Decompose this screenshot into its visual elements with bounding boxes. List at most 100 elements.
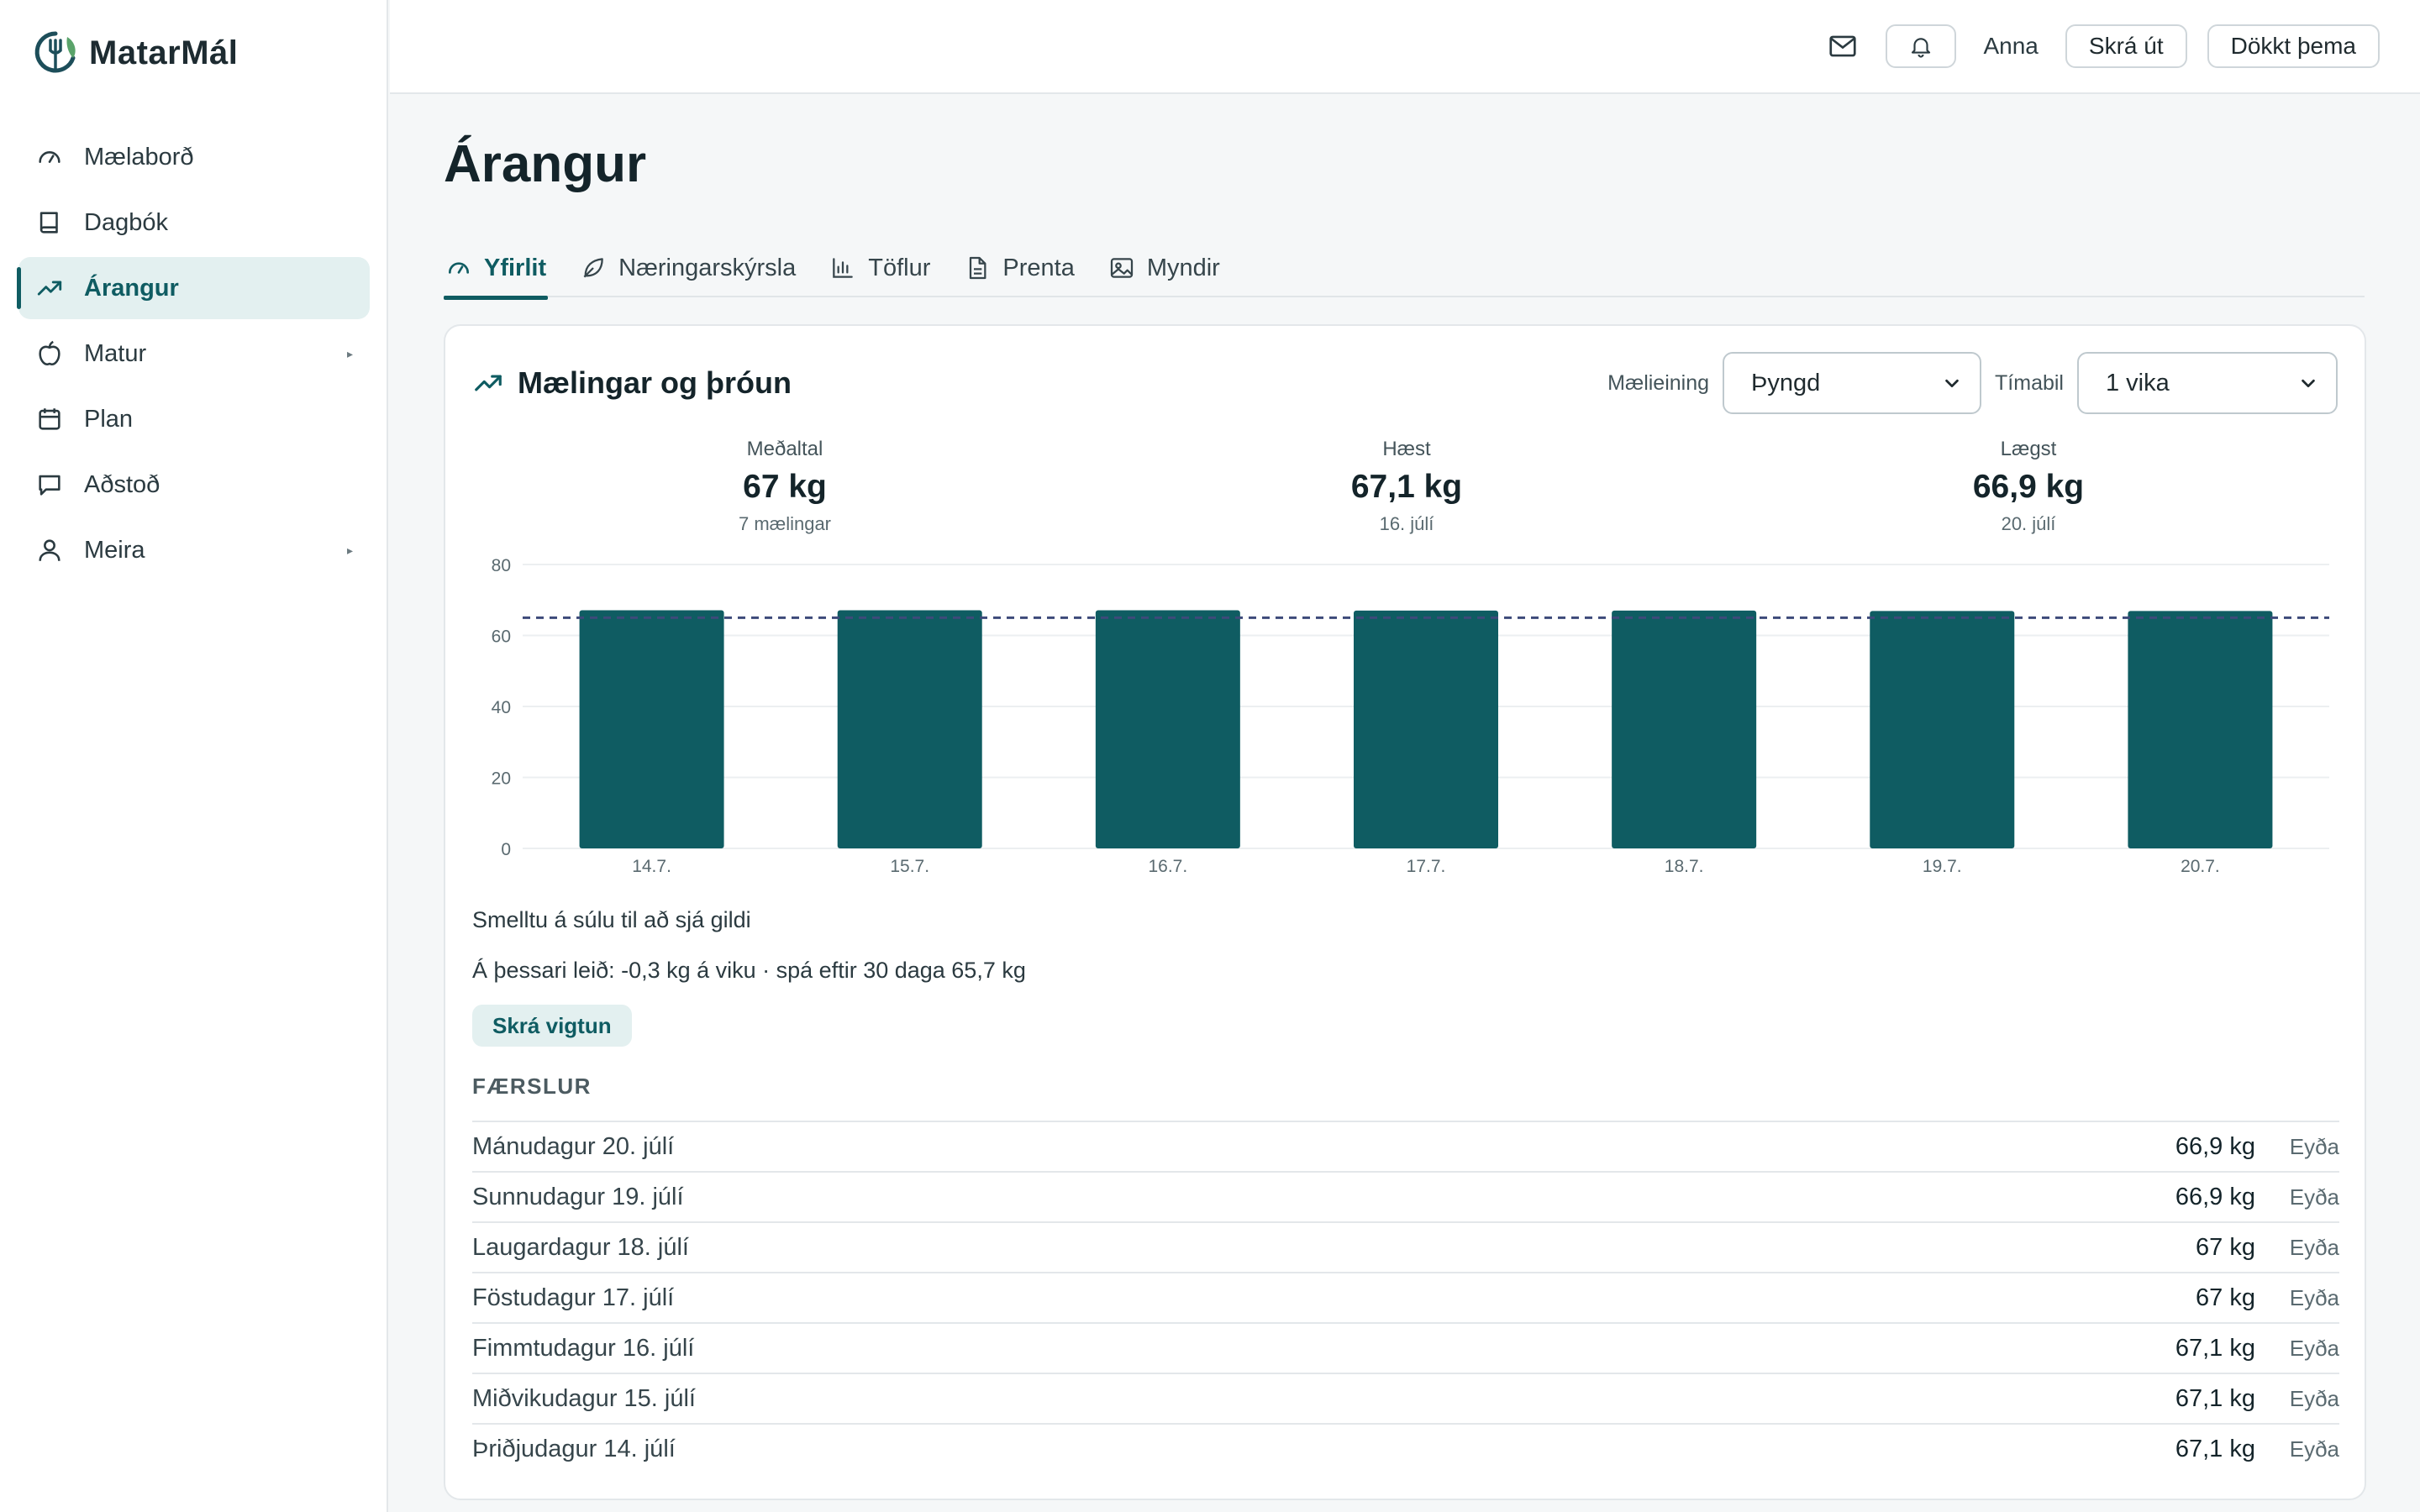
chart-bar (1870, 611, 2015, 848)
trend-icon (475, 375, 502, 391)
logout-button[interactable]: Skrá út (2065, 24, 2187, 68)
entry-value: 66,9 kg (2175, 1183, 2255, 1210)
entry-date: Sunnudagur 19. júlí (472, 1183, 684, 1210)
entry-date: Þriðjudagur 14. júlí (472, 1435, 676, 1462)
sidebar-item-maelabord[interactable]: Mælaborð (18, 126, 370, 188)
y-tick-label: 0 (501, 840, 511, 859)
tab-label: Töflur (868, 254, 931, 281)
x-tick-label: 14.7. (632, 857, 671, 876)
entry-row: Fimmtudagur 16. júlí 67,1 kg Eyða (472, 1322, 2339, 1373)
dark-theme-button[interactable]: Dökkt þema (2207, 24, 2380, 68)
stat-average: Meðaltal 67 kg 7 mælingar (617, 435, 953, 538)
period-select[interactable]: 1 vika (2077, 352, 2338, 414)
delete-entry-button[interactable]: Eyða (2289, 1436, 2339, 1462)
x-tick-label: 16.7. (1148, 857, 1187, 876)
stat-highest: Hæst 67,1 kg 16. júlí (1239, 435, 1575, 538)
image-icon (1110, 258, 1133, 278)
card-title: Mælingar og þróun (518, 365, 792, 400)
period-value: 1 vika (2106, 369, 2170, 396)
tab-prenta[interactable]: Prenta (962, 239, 1076, 297)
calendar-icon (39, 408, 60, 430)
entry-row: Föstudagur 17. júlí 67 kg Eyða (472, 1272, 2339, 1322)
chart-bar (1095, 610, 1240, 848)
tab-label: Yfirlit (484, 254, 547, 281)
sidebar-item-plan[interactable]: Plan (18, 388, 370, 450)
trend-icon (37, 281, 62, 296)
entry-value: 67,1 kg (2175, 1435, 2255, 1462)
tab-label: Myndir (1146, 254, 1220, 281)
delete-entry-button[interactable]: Eyða (2289, 1133, 2339, 1159)
notifications-button[interactable] (1886, 24, 1957, 68)
sidebar-item-meira[interactable]: Meira ▸ (18, 519, 370, 581)
sidebar-item-label: Matur (84, 339, 147, 367)
entry-date: Miðvikudagur 15. júlí (472, 1384, 696, 1412)
metric-select[interactable]: Þyngd (1723, 352, 1982, 414)
sidebar-item-label: Plan (84, 405, 134, 433)
tab-yfirlit[interactable]: Yfirlit (444, 239, 549, 300)
caret-right-icon: ▸ (346, 346, 353, 360)
weight-bar-chart: 0 20 40 60 80 14.7. 15.7. 16.7. 17.7. 18.7. 19.7. 2… (492, 556, 2329, 876)
book-icon (39, 212, 58, 234)
y-tick-label: 80 (492, 556, 511, 575)
entry-row: Miðvikudagur 15. júlí 67,1 kg Eyða (472, 1373, 2339, 1423)
tab-myndir[interactable]: Myndir (1107, 239, 1222, 297)
stat-label: Lægst (2000, 438, 2057, 460)
entries-heading: FÆRSLUR (472, 1074, 592, 1099)
topbar: Anna Skrá út Dökkt þema (390, 0, 2420, 94)
x-tick-label: 17.7. (1407, 857, 1446, 876)
delete-entry-button[interactable]: Eyða (2289, 1184, 2339, 1210)
delete-entry-button[interactable]: Eyða (2289, 1284, 2339, 1310)
user-name[interactable]: Anna (1983, 33, 2039, 59)
metric-value: Þyngd (1751, 369, 1821, 396)
tab-naeringarskyrsla[interactable]: Næringarskýrsla (578, 239, 797, 297)
entry-date: Mánudagur 20. júlí (472, 1132, 675, 1160)
chart-bar (2128, 611, 2273, 848)
page-title: Árangur (444, 135, 647, 193)
stat-sub: 16. júlí (1379, 513, 1434, 534)
sidebar-item-label: Meira (84, 536, 145, 564)
sidebar-item-dagbok[interactable]: Dagbók (18, 192, 370, 254)
user-icon (39, 539, 60, 561)
measurements-card: Mælingar og þróun Mælieining Þyngd Tímab… (444, 324, 2366, 1500)
sidebar-item-label: Aðstoð (84, 470, 160, 498)
entry-value: 67 kg (2196, 1233, 2255, 1261)
sidebar-item-label: Mælaborð (84, 143, 194, 171)
stat-label: Hæst (1382, 438, 1431, 460)
y-tick-label: 40 (492, 698, 511, 717)
logo-icon (34, 31, 76, 73)
log-weight-button[interactable]: Skrá vigtun (472, 1005, 632, 1047)
sidebar-item-matur[interactable]: Matur ▸ (18, 323, 370, 385)
chart-hint: Smelltu á súlu til að sjá gildi (472, 907, 751, 932)
metric-label: Mælieining (1607, 370, 1710, 395)
period-label: Tímabil (1995, 370, 2064, 395)
y-tick-label: 60 (492, 627, 511, 647)
entry-value: 67,1 kg (2175, 1384, 2255, 1412)
entry-value: 67 kg (2196, 1284, 2255, 1311)
delete-entry-button[interactable]: Eyða (2289, 1335, 2339, 1361)
delete-entry-button[interactable]: Eyða (2289, 1385, 2339, 1411)
stat-value: 67,1 kg (1350, 469, 1463, 505)
app-logo[interactable]: MatarMál (34, 25, 238, 81)
messages-button[interactable] (1820, 24, 1865, 69)
sidebar-item-adstod[interactable]: Aðstoð (18, 454, 370, 516)
sidebar-item-arangur[interactable]: Árangur (17, 257, 370, 319)
chart-bar (579, 610, 724, 848)
x-tick-label: 20.7. (2181, 857, 2220, 876)
tab-toflur[interactable]: Töflur (828, 239, 932, 297)
app-name: MatarMál (89, 34, 239, 71)
delete-entry-button[interactable]: Eyða (2289, 1234, 2339, 1260)
caret-right-icon: ▸ (346, 543, 353, 557)
y-tick-label: 20 (492, 769, 511, 789)
chart-bar (1354, 610, 1498, 848)
tab-label: Prenta (1002, 254, 1075, 281)
stat-label: Meðaltal (746, 438, 823, 460)
bar-chart-icon (833, 258, 854, 278)
stat-value: 66,9 kg (1972, 469, 2085, 505)
sidebar-nav: Mælaborð Dagbók Árangur Matur ▸ Plan Aðs… (17, 126, 370, 585)
x-tick-label: 15.7. (890, 857, 929, 876)
mail-icon (1829, 35, 1857, 57)
entry-row: Sunnudagur 19. júlí 66,9 kg Eyða (472, 1171, 2339, 1221)
entry-date: Föstudagur 17. júlí (472, 1284, 675, 1311)
stat-lowest: Lægst 66,9 kg 20. júlí (1860, 435, 2196, 538)
stats-row: Meðaltal 67 kg 7 mælingar Hæst 67,1 kg 1… (445, 435, 2365, 536)
